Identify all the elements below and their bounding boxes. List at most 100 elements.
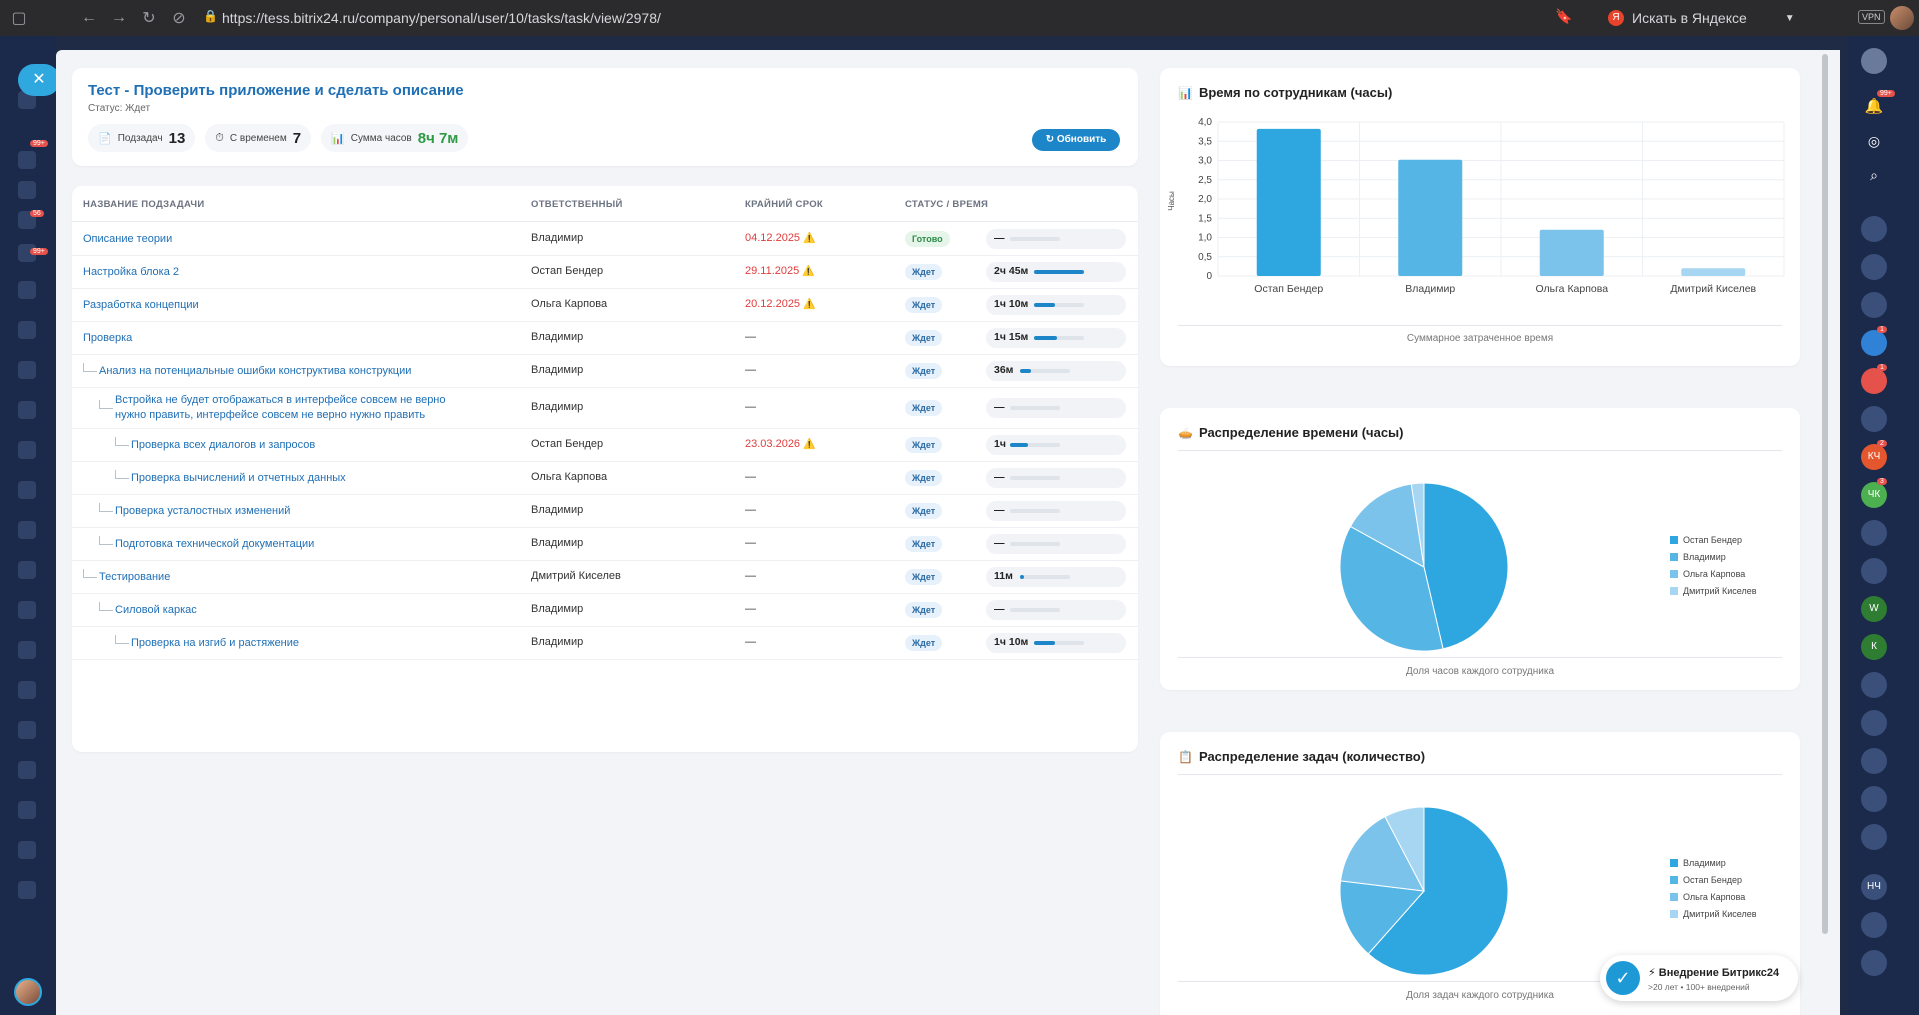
subtask-link[interactable]: Проверка	[83, 332, 133, 344]
contact-avatar[interactable]	[1861, 672, 1887, 698]
url-text[interactable]: https://tess.bitrix24.ru/company/persona…	[222, 10, 661, 26]
sidebar-item-icon[interactable]	[18, 521, 36, 539]
responsible-name: Владимир	[531, 331, 584, 343]
y-tick-label: 2,5	[1198, 175, 1212, 186]
contact-avatar[interactable]	[1861, 786, 1887, 812]
contact-avatar[interactable]	[1861, 950, 1887, 976]
contact-initials[interactable]: НЧ	[1861, 874, 1887, 900]
sidebar-item-icon[interactable]	[18, 601, 36, 619]
table-row[interactable]: Встройка не будет отображаться в интерфе…	[72, 388, 1138, 429]
y-tick-label: 1,0	[1198, 233, 1212, 244]
vpn-button[interactable]: VPN	[1858, 10, 1885, 24]
legend-item: Ольга Карпова	[1670, 888, 1757, 905]
sidebar-item-icon[interactable]	[18, 181, 36, 199]
subtask-link[interactable]: Подготовка технической документации	[115, 538, 315, 550]
table-row[interactable]: Разработка концепции Ольга Карпова 20.12…	[72, 289, 1138, 322]
target-icon[interactable]: ◎	[1867, 133, 1881, 149]
subtask-link[interactable]: Настройка блока 2	[83, 266, 180, 278]
sidebar-item-icon[interactable]	[18, 761, 36, 779]
contact-initials[interactable]: ЧК	[1861, 482, 1887, 508]
shield-icon[interactable]: ⊘	[172, 10, 186, 27]
task-title[interactable]: Тест - Проверить приложение и сделать оп…	[88, 82, 464, 99]
contact-initials[interactable]: К	[1861, 634, 1887, 660]
sidebar-item-icon[interactable]	[18, 361, 36, 379]
column-header-status[interactable]: СТАТУС / ВРЕМЯ	[905, 199, 989, 210]
sidebar-item-icon[interactable]	[18, 481, 36, 499]
sidebar-item-icon[interactable]	[18, 641, 36, 659]
task-status: Статус: Ждет	[88, 103, 151, 114]
subtask-link[interactable]: Проверка на изгиб и растяжение	[131, 637, 300, 649]
table-row[interactable]: Силовой каркас Владимир — Ждет —	[72, 594, 1138, 627]
time-spent-label: 11м	[994, 570, 1013, 582]
contact-avatar[interactable]	[1861, 406, 1887, 432]
table-row[interactable]: Подготовка технической документации Влад…	[72, 528, 1138, 561]
contact-avatar[interactable]	[1861, 216, 1887, 242]
contact-avatar[interactable]	[1861, 748, 1887, 774]
subtask-link[interactable]: Описание теории	[83, 233, 173, 245]
chat-icon[interactable]	[1861, 368, 1887, 394]
bookmark-icon[interactable]: 🔖	[1555, 8, 1573, 24]
close-slider-button[interactable]: ✕	[18, 64, 60, 96]
contact-avatar[interactable]	[1861, 520, 1887, 546]
profile-avatar[interactable]	[1861, 48, 1887, 74]
subtask-link[interactable]: Силовой каркас	[115, 604, 197, 616]
sidebar-item-icon[interactable]	[18, 721, 36, 739]
subtask-link[interactable]: Проверка всех диалогов и запросов	[131, 439, 316, 451]
subtask-link[interactable]: Встройка не будет отображаться в интерфе…	[115, 394, 446, 421]
search-icon[interactable]: ⌕	[1870, 167, 1878, 183]
column-header-name[interactable]: НАЗВАНИЕ ПОДЗАДАЧИ	[83, 199, 205, 210]
subtask-link[interactable]: Разработка концепции	[83, 299, 199, 311]
browser-profile-avatar[interactable]	[1890, 6, 1914, 30]
contact-avatar[interactable]	[1861, 254, 1887, 280]
contact-badge: 3	[1877, 478, 1887, 485]
table-row[interactable]: Проверка на изгиб и растяжение Владимир …	[72, 627, 1138, 660]
due-date-text: —	[745, 471, 756, 483]
sidebar-item-icon[interactable]	[18, 151, 36, 169]
contact-avatar[interactable]	[1861, 824, 1887, 850]
table-row[interactable]: Проверка Владимир — Ждет 1ч 15м	[72, 322, 1138, 355]
subtask-link[interactable]: Тестирование	[99, 571, 171, 583]
subtask-link[interactable]: Проверка усталостных изменений	[115, 505, 291, 517]
table-row[interactable]: Проверка усталостных изменений Владимир …	[72, 495, 1138, 528]
sidebar-item-icon[interactable]	[18, 681, 36, 699]
address-bar[interactable]: 🔒 https://tess.bitrix24.ru/company/perso…	[200, 7, 1570, 29]
column-header-due[interactable]: КРАЙНИЙ СРОК	[745, 199, 824, 210]
sidebar-toggle-icon[interactable]: ▢	[11, 10, 27, 27]
sidebar-item-icon[interactable]	[18, 401, 36, 419]
forward-icon[interactable]: →	[111, 9, 127, 26]
sidebar-item-icon[interactable]	[18, 281, 36, 299]
contact-initials[interactable]: КЧ	[1861, 444, 1887, 470]
chevron-down-icon[interactable]: ▼	[1784, 12, 1795, 24]
sidebar-item-icon[interactable]	[18, 441, 36, 459]
scrollbar-thumb[interactable]	[1822, 54, 1828, 934]
contact-avatar[interactable]	[1861, 558, 1887, 584]
sidebar-item-icon[interactable]	[18, 561, 36, 579]
sidebar-item-icon[interactable]	[18, 881, 36, 899]
panel-scrollbar[interactable]	[1820, 54, 1830, 1012]
yandex-search[interactable]: Я Искать в Яндексе ▼	[1608, 7, 1808, 29]
video-call-icon[interactable]	[1861, 912, 1887, 938]
reload-icon[interactable]: ↻	[142, 10, 156, 27]
chat-icon[interactable]	[1861, 330, 1887, 356]
subtask-link[interactable]: Проверка вычислений и отчетных данных	[131, 472, 346, 484]
contact-initials[interactable]: W	[1861, 596, 1887, 622]
subtask-link[interactable]: Анализ на потенциальные ошибки конструкт…	[99, 365, 412, 377]
notifications-icon[interactable]: 🔔	[1864, 98, 1884, 115]
legend-swatch	[1670, 892, 1678, 901]
user-avatar[interactable]	[14, 978, 42, 1006]
table-row[interactable]: Проверка всех диалогов и запросов Остап …	[72, 429, 1138, 462]
table-row[interactable]: Настройка блока 2 Остап Бендер 29.11.202…	[72, 256, 1138, 289]
table-row[interactable]: Проверка вычислений и отчетных данных Ол…	[72, 462, 1138, 495]
column-header-responsible[interactable]: ОТВЕТСТВЕННЫЙ	[531, 199, 623, 210]
contact-avatar[interactable]	[1861, 292, 1887, 318]
contact-avatar[interactable]	[1861, 710, 1887, 736]
sidebar-item-icon[interactable]	[18, 841, 36, 859]
table-row[interactable]: Тестирование Дмитрий Киселев — Ждет 11м	[72, 561, 1138, 594]
table-row[interactable]: Анализ на потенциальные ошибки конструкт…	[72, 355, 1138, 388]
sidebar-item-icon[interactable]	[18, 321, 36, 339]
back-icon[interactable]: ←	[81, 9, 97, 26]
refresh-button[interactable]: ↻ Обновить	[1032, 129, 1120, 151]
sidebar-item-icon[interactable]	[18, 801, 36, 819]
bitrix-implementation-widget[interactable]: ✓ ⚡ Внедрение Битрикс24 >20 лет • 100+ в…	[1600, 955, 1798, 1001]
table-row[interactable]: Описание теории Владимир 04.12.2025 ⚠️ Го…	[72, 223, 1138, 256]
